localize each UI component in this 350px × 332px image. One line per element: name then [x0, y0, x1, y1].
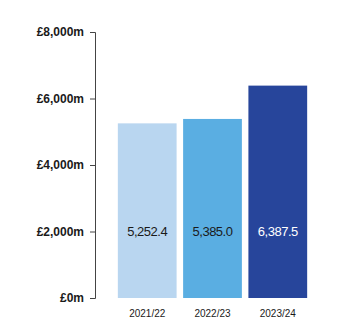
y-tick: £2,000m: [37, 225, 95, 239]
y-tick-label: £8,000m: [37, 25, 84, 39]
x-tick: 2023/24: [260, 298, 297, 319]
y-tick: £0m: [60, 291, 95, 305]
bars: [118, 86, 307, 298]
x-tick: 2021/22: [129, 298, 166, 319]
y-tick-mark: [90, 32, 95, 33]
x-tick-label: 2023/24: [260, 308, 297, 319]
y-tick-label: £4,000m: [37, 158, 84, 172]
y-tick-label: £6,000m: [37, 92, 84, 106]
y-tick-label: £0m: [60, 291, 84, 305]
y-tick-mark: [90, 99, 95, 100]
bar: [248, 86, 307, 298]
y-tick-mark: [90, 165, 95, 166]
chart-container: £0m£2,000m£4,000m£6,000m£8,000m2021/2220…: [0, 0, 350, 332]
data-label: 5,385.0: [193, 224, 233, 239]
y-tick-mark: [90, 232, 95, 233]
y-tick: £6,000m: [37, 92, 95, 106]
y-axis-line: [90, 33, 96, 299]
y-axis: £0m £2,000m £4,000m £6,000m £8,000m: [37, 25, 96, 305]
x-axis: 2021/22 2022/23 2023/24: [129, 298, 296, 319]
y-tick-label: £2,000m: [37, 225, 84, 239]
y-tick: £8,000m: [37, 25, 95, 39]
x-tick-label: 2021/22: [129, 308, 166, 319]
data-labels: 5,252.4 5,385.0 6,387.5: [127, 224, 298, 239]
data-label: 6,387.5: [258, 224, 298, 239]
bar: [183, 119, 242, 298]
x-tick-label: 2022/23: [194, 308, 231, 319]
x-tick: 2022/23: [194, 298, 231, 319]
bar: [118, 123, 177, 298]
data-label: 5,252.4: [127, 224, 167, 239]
y-tick-mark: [90, 298, 95, 299]
y-tick: £4,000m: [37, 158, 95, 172]
chart-svg: £0m£2,000m£4,000m£6,000m£8,000m2021/2220…: [0, 0, 350, 332]
